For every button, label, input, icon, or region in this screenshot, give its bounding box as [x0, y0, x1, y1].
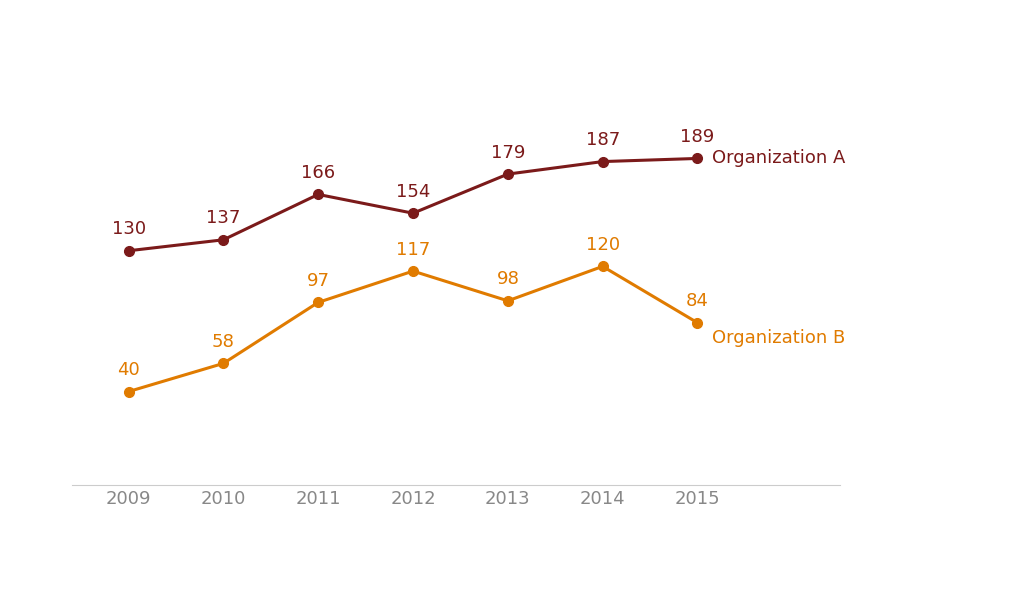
Text: 130: 130	[112, 220, 145, 238]
Text: 179: 179	[490, 144, 525, 162]
Text: 58: 58	[212, 333, 234, 351]
Text: 40: 40	[117, 361, 140, 379]
Text: 120: 120	[586, 236, 620, 254]
Text: Organization A: Organization A	[712, 149, 845, 168]
Text: 98: 98	[497, 271, 519, 288]
Text: 84: 84	[686, 292, 709, 310]
Text: 154: 154	[396, 183, 430, 201]
Text: 166: 166	[301, 164, 335, 182]
Text: Organization B: Organization B	[712, 329, 845, 348]
Text: 137: 137	[206, 210, 241, 227]
Text: 189: 189	[680, 128, 715, 146]
Text: 117: 117	[396, 240, 430, 259]
Text: 187: 187	[586, 131, 620, 149]
Text: 97: 97	[307, 272, 330, 290]
